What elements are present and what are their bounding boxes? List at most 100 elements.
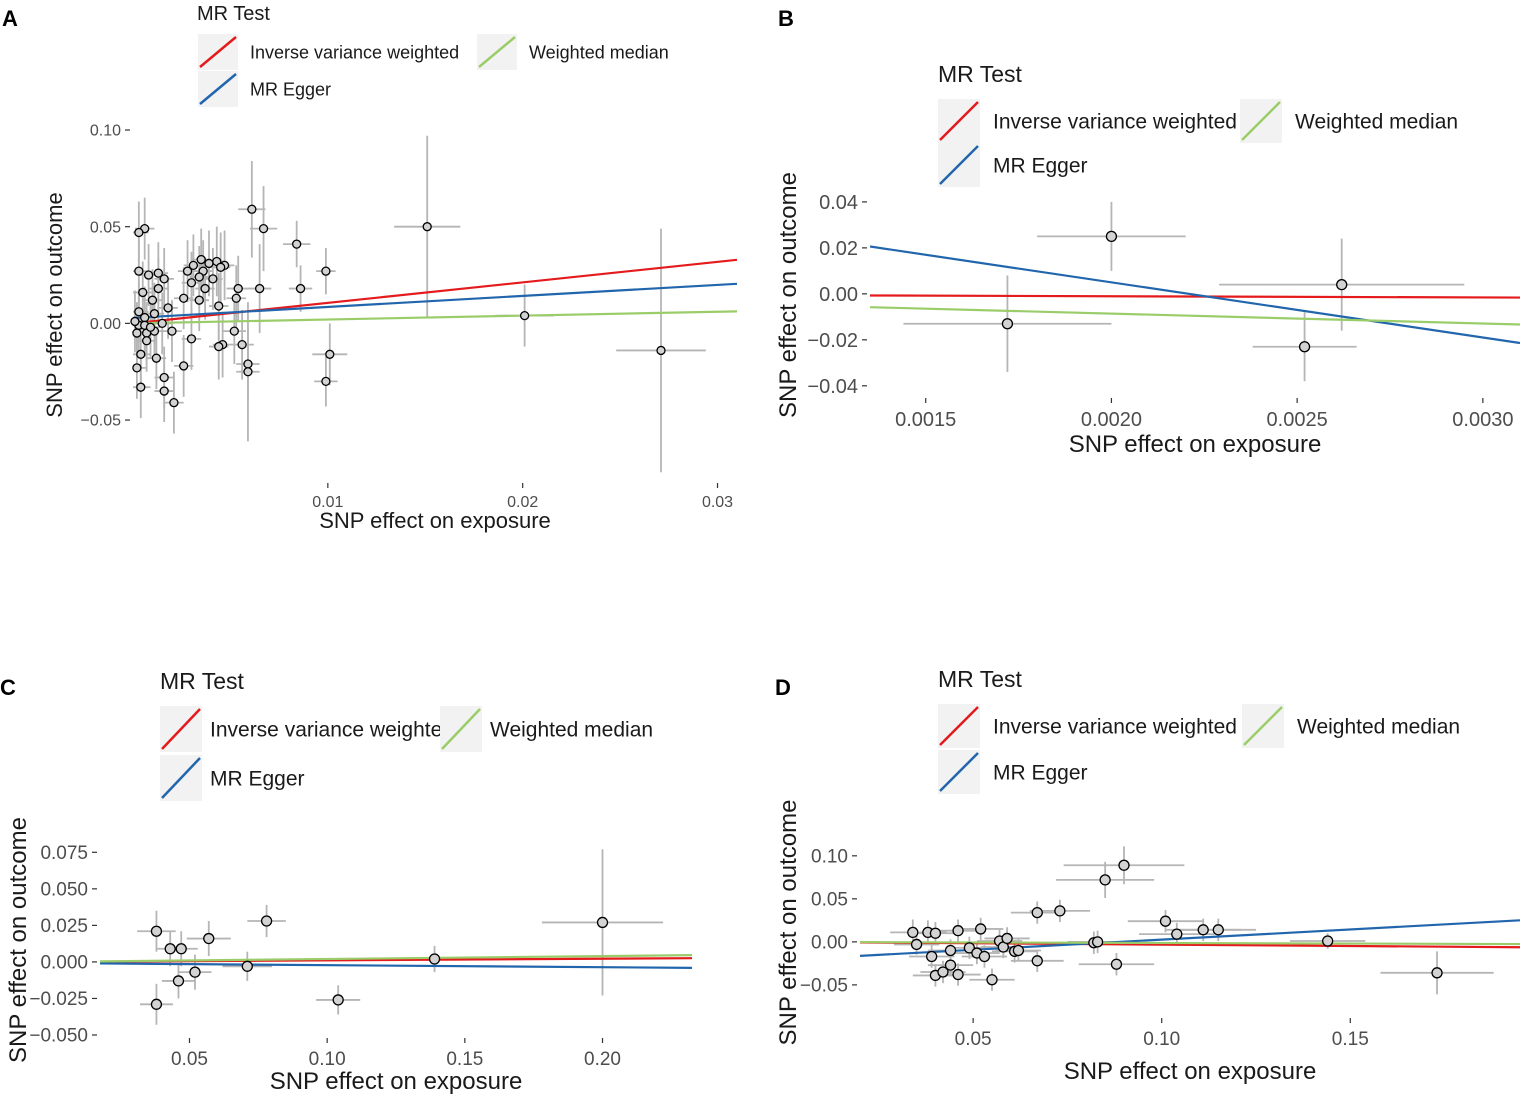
panel-b-data-point xyxy=(1336,279,1348,291)
panel-d-data-point xyxy=(1001,932,1013,945)
panel-d-data-point xyxy=(1031,955,1043,967)
panel-a-data-point xyxy=(186,278,197,288)
panel-c-legend-item-egger: MR Egger xyxy=(160,755,305,801)
panel-a-letter: A xyxy=(2,6,18,31)
panel-d-data-point xyxy=(1159,915,1172,927)
panel-a-data-point xyxy=(214,301,224,311)
panel-b-legend-item-egger: MR Egger xyxy=(938,143,1088,187)
panel-b-y-tick-label: 0.04 xyxy=(819,192,858,214)
panel-b-line-wmedian xyxy=(870,306,1520,326)
panel-a-data-point xyxy=(194,272,204,282)
panel-a-data-point xyxy=(132,363,142,373)
panel-a-x-axis-title: SNP effect on exposure xyxy=(319,508,551,533)
panel-d-plot: D MR Test Inverse variance weighted Weighte… xyxy=(775,666,1520,1085)
panel-a-x-tick-label: 0.02 xyxy=(507,494,538,511)
panel-b-regression-lines xyxy=(870,245,1520,345)
panel-d-data-point xyxy=(929,927,942,939)
panel-b-legend-item-ivw: Inverse variance weighted xyxy=(938,99,1237,143)
panel-b-y-tick-label: 0.02 xyxy=(819,238,858,260)
panel-b-legend-label-ivw: Inverse variance weighted xyxy=(993,111,1237,134)
panel-d-data-point xyxy=(944,959,957,971)
panel-b-legend-key-line-ivw xyxy=(939,101,979,141)
panel-a-data-point xyxy=(147,295,158,305)
panel-a-y-tick-label: 0.00 xyxy=(90,316,121,333)
panel-a-data-point xyxy=(132,328,142,338)
panel-a-data-point xyxy=(194,295,204,305)
panel-c-data-point xyxy=(260,915,273,927)
panel-d-data-point xyxy=(926,950,938,963)
panel-b-legend-label-wmedian: Weighted median xyxy=(1295,111,1458,134)
panel-c-data-point xyxy=(203,932,215,945)
panel-c-x-tick-label: 0.10 xyxy=(309,1049,346,1070)
panel-a-data-point xyxy=(325,349,335,359)
panel-d-y-tick-label: 0.00 xyxy=(811,933,848,954)
panel-a-data-point xyxy=(153,283,163,294)
panel-a-y-tick-label: −0.05 xyxy=(81,413,122,430)
panel-a-data-point xyxy=(157,318,167,329)
panel-c-data-point xyxy=(150,925,163,937)
panel-a-data-point xyxy=(422,222,432,232)
panel-d-data-point xyxy=(1431,967,1443,979)
panel-c-data-point xyxy=(596,916,609,929)
panel-d-legend-item-wmedian: Weighted median xyxy=(1242,704,1460,748)
panel-a-legend-label-wmedian: Weighted median xyxy=(529,42,669,62)
panel-b-letter: B xyxy=(778,6,794,31)
panel-a-data-point xyxy=(243,359,253,369)
panel-c-y-tick-label: −0.050 xyxy=(29,1026,88,1047)
panel-a-data-point xyxy=(229,326,239,336)
panel-a-x-tick-label: 0.03 xyxy=(702,494,733,511)
panel-a-regression-lines xyxy=(133,258,737,325)
panel-c-error-bars xyxy=(137,849,664,1025)
panel-a-data-point xyxy=(214,341,224,352)
panel-c-y-tick-label: 0.050 xyxy=(40,879,88,900)
panel-d-legend-item-ivw: Inverse variance weighted xyxy=(938,704,1237,748)
panel-b-x-tick-label: 0.0020 xyxy=(1081,409,1142,431)
panel-a-data-point xyxy=(208,274,218,284)
panel-c-legend-item-wmedian: Weighted median xyxy=(440,706,653,752)
panel-c-regression-lines xyxy=(100,954,692,969)
panel-a-data-point xyxy=(254,283,265,294)
panel-d-legend-key-line-egger xyxy=(939,752,979,792)
panel-d-data-point xyxy=(952,925,964,937)
panel-c-x-tick-label: 0.05 xyxy=(171,1049,208,1070)
panel-d-data-point xyxy=(1031,906,1043,919)
panel-b-error-bars xyxy=(903,201,1465,382)
panel-c-points xyxy=(150,915,609,1010)
panel-c-x-axis-title: SNP effect on exposure xyxy=(270,1068,523,1095)
panel-d-data-point xyxy=(952,968,964,981)
panel-a-data-point xyxy=(179,293,189,303)
panel-a-y-tick-label: 0.10 xyxy=(90,123,121,140)
panel-d-data-point xyxy=(963,942,976,954)
panel-d-data-point xyxy=(1054,905,1066,917)
panel-c-x-tick-label: 0.15 xyxy=(446,1049,483,1070)
panel-d-x-tick-label: 0.05 xyxy=(955,1029,992,1050)
panel-a-data-point xyxy=(134,227,144,238)
panel-c-legend-key-line-egger xyxy=(161,757,201,799)
panel-d-x-tick-label: 0.15 xyxy=(1332,1029,1369,1050)
panel-a-data-point xyxy=(247,204,257,214)
panel-a-legend-key-line-wmedian xyxy=(478,36,516,68)
panel-a: A MR Test Inverse variance weighted Weighte… xyxy=(0,0,760,545)
panel-a-data-point xyxy=(167,326,177,336)
panel-a-data-point xyxy=(182,266,193,276)
panel-b-legend-item-wmedian: Weighted median xyxy=(1240,99,1458,143)
panel-d-y-axis-title: SNP effect on outcome xyxy=(775,800,802,1046)
panel-d-legend-label-egger: MR Egger xyxy=(993,762,1088,785)
panel-a-data-point xyxy=(163,303,173,313)
panel-b-legend-title: MR Test xyxy=(938,61,1023,87)
panel-a-data-point xyxy=(188,260,199,271)
panel-c-y-axis-title: SNP effect on outcome xyxy=(5,817,32,1063)
panel-b-legend-key-line-wmedian xyxy=(1241,101,1281,141)
panel-b-y-tick-label: 0.00 xyxy=(819,284,858,306)
panel-d-data-point xyxy=(907,926,919,939)
panel-a-error-bars xyxy=(133,135,706,473)
panel-b-x-axis-title: SNP effect on exposure xyxy=(1069,431,1322,458)
panel-a-data-point xyxy=(231,293,241,303)
panel-d-legend-label-wmedian: Weighted median xyxy=(1297,716,1460,739)
panel-c-legend-label-ivw: Inverse variance weighted xyxy=(210,719,454,742)
panel-d-x-tick-label: 0.10 xyxy=(1143,1029,1180,1050)
panel-c-legend-item-ivw: Inverse variance weighted xyxy=(160,706,454,752)
panel-a-data-point xyxy=(233,283,243,294)
panel-d-data-point xyxy=(1212,924,1224,936)
panel-c-y-tick-label: 0.000 xyxy=(40,953,88,974)
